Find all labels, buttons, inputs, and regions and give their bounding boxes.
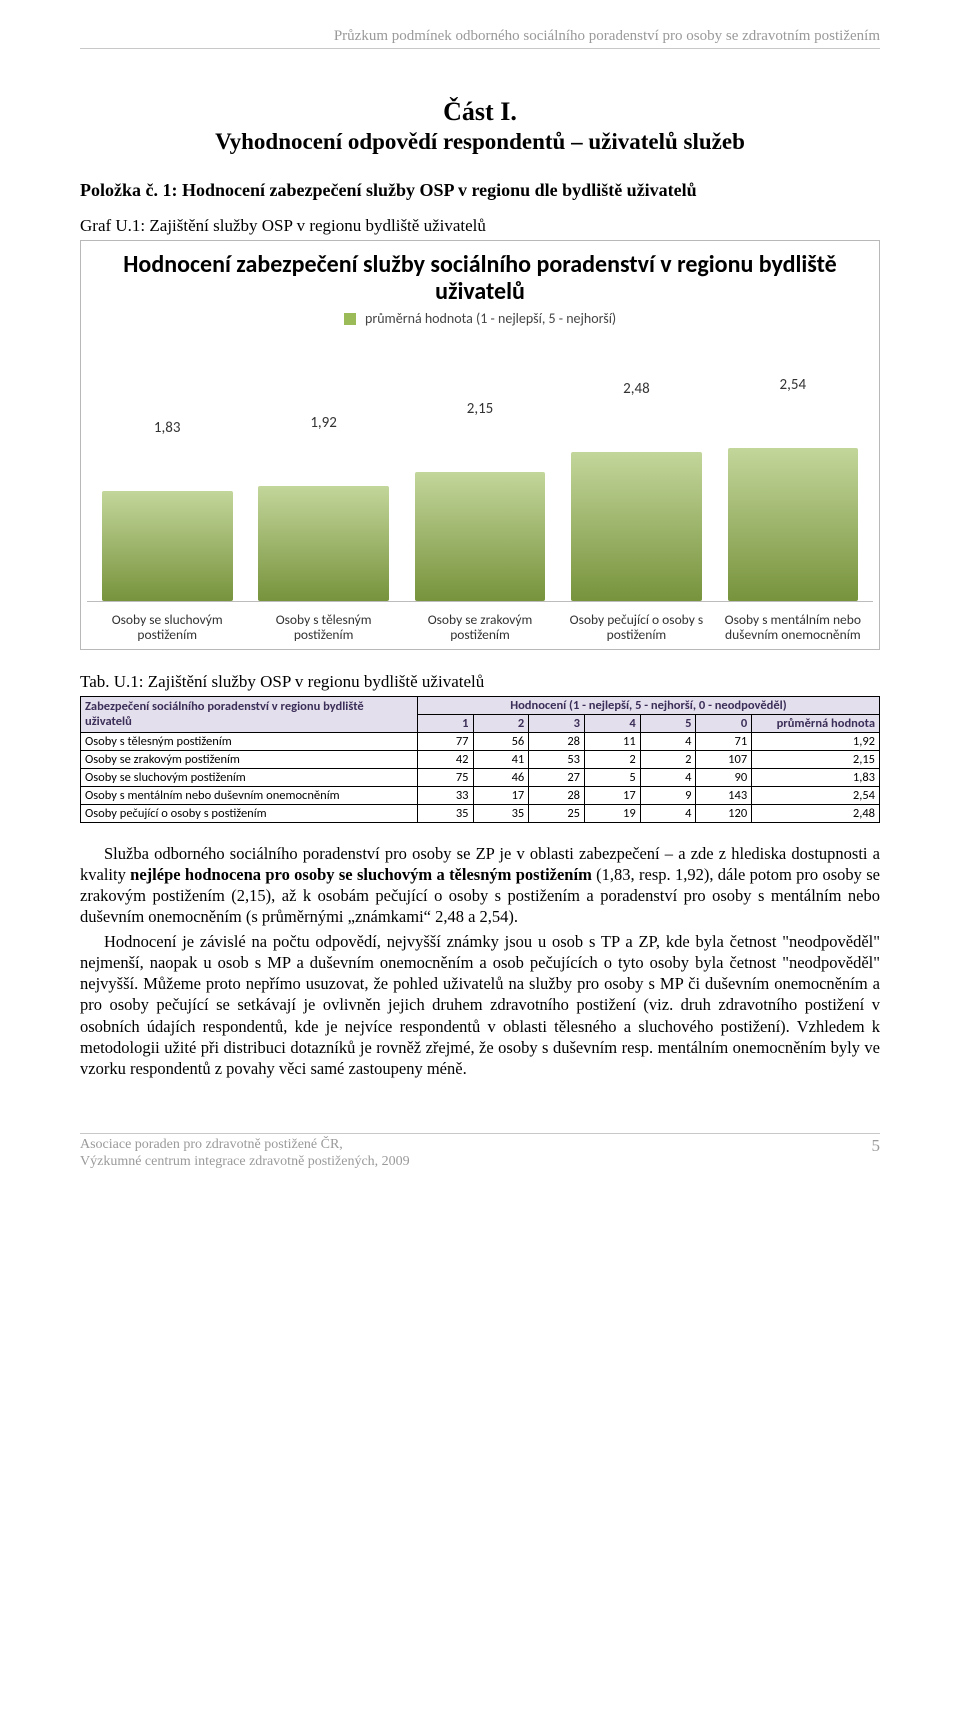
table-cell: 2,15 <box>752 750 880 768</box>
table-cell: 75 <box>417 768 473 786</box>
part-subtitle: Vyhodnocení odpovědí respondentů – uživa… <box>80 129 880 155</box>
category-label: Osoby s mentálním nebo duševním onemocně… <box>719 606 867 643</box>
item-heading: Položka č. 1: Hodnocení zabezpečení služ… <box>80 179 880 202</box>
row-label: Osoby s mentálním nebo duševním onemocně… <box>81 786 418 804</box>
table-col-label: 3 <box>529 714 585 732</box>
bar <box>258 486 389 601</box>
category-label: Osoby pečující o osoby s postižením <box>562 606 710 643</box>
row-label: Osoby se zrakovým postižením <box>81 750 418 768</box>
bar <box>571 452 702 601</box>
graph-caption: Graf U.1: Zajištění služby OSP v regionu… <box>80 216 880 236</box>
table-cell: 11 <box>584 732 640 750</box>
table-row: Osoby s mentálním nebo duševním onemocně… <box>81 786 880 804</box>
table-cell: 71 <box>696 732 752 750</box>
table-cell: 2 <box>640 750 696 768</box>
p1-bold: nejlépe hodnocena pro osoby se sluchovým… <box>130 865 592 884</box>
row-label: Osoby se sluchovým postižením <box>81 768 418 786</box>
chart-legend: průměrná hodnota (1 - nejlepší, 5 - nejh… <box>87 310 873 327</box>
table-cell: 17 <box>473 786 529 804</box>
table-col-label: 1 <box>417 714 473 732</box>
bar <box>728 448 859 600</box>
part-title: Část I. <box>80 97 880 127</box>
legend-swatch <box>344 313 356 325</box>
table-row: Osoby se sluchovým postižením75462754901… <box>81 768 880 786</box>
paragraph-2: Hodnocení je závislé na počtu odpovědí, … <box>80 931 880 1079</box>
table-cell: 1,83 <box>752 768 880 786</box>
chart-title: Hodnocení zabezpečení služby sociálního … <box>87 251 873 306</box>
page-number: 5 <box>872 1136 881 1171</box>
table-row: Osoby s tělesným postižením775628114711,… <box>81 732 880 750</box>
paragraph-1: Služba odborného sociálního poradenství … <box>80 843 880 927</box>
bar <box>415 472 546 601</box>
row-label: Osoby s tělesným postižením <box>81 732 418 750</box>
table-col-label: 0 <box>696 714 752 732</box>
bar-value-label: 1,92 <box>310 414 337 432</box>
footer-line2: Výzkumné centrum integrace zdravotně pos… <box>80 1154 410 1169</box>
chart-bar-column: 2,48 <box>562 341 710 601</box>
table-cell: 4 <box>640 804 696 822</box>
table-row: Osoby pečující o osoby s postižením35352… <box>81 804 880 822</box>
table-cell: 2,54 <box>752 786 880 804</box>
category-label: Osoby se zrakovým postižením <box>406 606 554 643</box>
table-cell: 4 <box>640 768 696 786</box>
table-cell: 28 <box>529 786 585 804</box>
table-cell: 56 <box>473 732 529 750</box>
p2-text: Hodnocení je závislé na počtu odpovědí, … <box>80 932 880 1078</box>
table-top-header: Hodnocení (1 - nejlepší, 5 - nejhorší, 0… <box>417 696 879 714</box>
footer-line1: Asociace poraden pro zdravotně postižené… <box>80 1137 343 1152</box>
table-cell: 2,48 <box>752 804 880 822</box>
chart-bar-column: 1,83 <box>93 341 241 601</box>
table-cell: 35 <box>417 804 473 822</box>
table-cell: 25 <box>529 804 585 822</box>
bar-value-label: 1,83 <box>154 419 181 437</box>
table-row-header: Zabezpečení sociálního poradenství v reg… <box>81 696 418 732</box>
page-footer: Asociace poraden pro zdravotně postižené… <box>80 1133 880 1171</box>
chart-container: Hodnocení zabezpečení služby sociálního … <box>80 240 880 650</box>
data-table: Zabezpečení sociálního poradenství v reg… <box>80 696 880 823</box>
running-header: Průzkum podmínek odborného sociálního po… <box>80 28 880 49</box>
table-cell: 19 <box>584 804 640 822</box>
bar-value-label: 2,54 <box>780 376 807 394</box>
chart-plot-area: 1,83 1,92 2,15 2,48 2,54 <box>87 341 873 601</box>
table-cell: 120 <box>696 804 752 822</box>
table-caption: Tab. U.1: Zajištění služby OSP v regionu… <box>80 672 880 692</box>
table-cell: 17 <box>584 786 640 804</box>
table-cell: 35 <box>473 804 529 822</box>
table-cell: 5 <box>584 768 640 786</box>
table-col-label: 4 <box>584 714 640 732</box>
table-col-label: 2 <box>473 714 529 732</box>
table-col-label: průměrná hodnota <box>752 714 880 732</box>
table-cell: 143 <box>696 786 752 804</box>
bar <box>102 491 233 601</box>
category-label: Osoby s tělesným postižením <box>249 606 397 643</box>
table-cell: 46 <box>473 768 529 786</box>
table-cell: 9 <box>640 786 696 804</box>
chart-bar-column: 1,92 <box>249 341 397 601</box>
category-label: Osoby se sluchovým postižením <box>93 606 241 643</box>
table-cell: 42 <box>417 750 473 768</box>
legend-label: průměrná hodnota (1 - nejlepší, 5 - nejh… <box>365 310 616 327</box>
chart-category-axis: Osoby se sluchovým postiženímOsoby s těl… <box>87 601 873 643</box>
footer-left: Asociace poraden pro zdravotně postižené… <box>80 1136 410 1171</box>
table-cell: 53 <box>529 750 585 768</box>
table-cell: 4 <box>640 732 696 750</box>
table-row: Osoby se zrakovým postižením424153221072… <box>81 750 880 768</box>
table-cell: 41 <box>473 750 529 768</box>
chart-bar-column: 2,54 <box>719 341 867 601</box>
chart-bar-column: 2,15 <box>406 341 554 601</box>
table-body: Osoby s tělesným postižením775628114711,… <box>81 732 880 822</box>
table-cell: 28 <box>529 732 585 750</box>
table-cell: 90 <box>696 768 752 786</box>
row-label: Osoby pečující o osoby s postižením <box>81 804 418 822</box>
table-cell: 33 <box>417 786 473 804</box>
bar-value-label: 2,15 <box>467 400 494 418</box>
table-cell: 1,92 <box>752 732 880 750</box>
table-col-label: 5 <box>640 714 696 732</box>
table-cell: 107 <box>696 750 752 768</box>
table-cell: 77 <box>417 732 473 750</box>
bar-value-label: 2,48 <box>623 380 650 398</box>
table-cell: 27 <box>529 768 585 786</box>
table-cell: 2 <box>584 750 640 768</box>
